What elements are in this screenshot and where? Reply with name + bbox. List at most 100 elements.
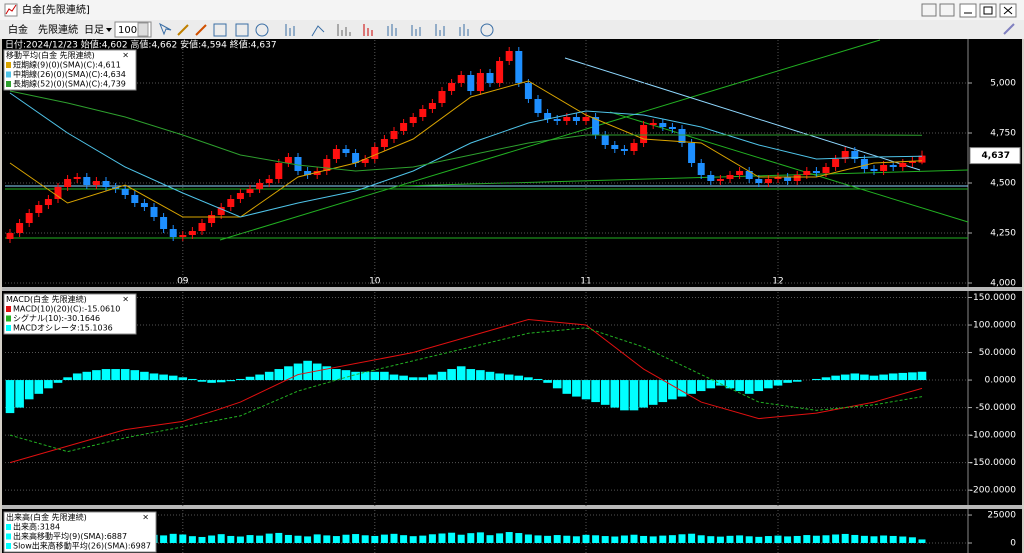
oscillator-bar bbox=[149, 373, 159, 381]
candle-body bbox=[755, 179, 763, 183]
candle-body bbox=[390, 131, 398, 139]
overlay-tool[interactable] bbox=[411, 25, 421, 36]
pencil-tool[interactable] bbox=[195, 24, 207, 36]
volume-bar bbox=[784, 536, 792, 543]
candle-body bbox=[582, 117, 590, 121]
zoom-tool[interactable] bbox=[235, 23, 249, 37]
candle-body bbox=[668, 127, 676, 129]
candle-body bbox=[736, 171, 744, 175]
candle-body bbox=[697, 163, 705, 175]
volume-bar bbox=[457, 534, 465, 543]
y-tick-label: 5,000 bbox=[990, 79, 1016, 89]
candle-body bbox=[150, 207, 158, 217]
volume-bar bbox=[563, 535, 571, 543]
indicator-tool[interactable] bbox=[337, 24, 351, 36]
study-tool[interactable] bbox=[435, 24, 445, 36]
maximize-button[interactable] bbox=[979, 3, 997, 18]
x-tick-label: 10 bbox=[369, 277, 381, 287]
volume-bar bbox=[716, 536, 724, 543]
legend-entry: シグナル(10):-30.1646 bbox=[13, 313, 100, 323]
volume-tool[interactable] bbox=[363, 24, 373, 36]
candle-body bbox=[630, 143, 638, 151]
candle-body bbox=[16, 223, 24, 233]
volume-bar bbox=[544, 535, 552, 543]
link-button[interactable] bbox=[939, 3, 955, 17]
oscillator-bar bbox=[120, 369, 130, 381]
close-glyph bbox=[1003, 6, 1013, 15]
oscillator-bar bbox=[572, 380, 581, 397]
legend-box bbox=[3, 49, 137, 91]
volume-bar bbox=[534, 535, 542, 543]
minimize-button[interactable] bbox=[959, 3, 977, 18]
pin-button[interactable] bbox=[921, 3, 937, 17]
candle-body bbox=[83, 177, 91, 185]
oscillator-bar bbox=[869, 375, 879, 381]
pen-tool[interactable] bbox=[177, 24, 189, 36]
volume-bar bbox=[390, 533, 398, 543]
volume-bar bbox=[428, 534, 436, 543]
volume-bar bbox=[217, 534, 225, 543]
candle-body bbox=[592, 117, 600, 135]
candle-body bbox=[832, 159, 840, 167]
oscillator-bar bbox=[111, 369, 120, 381]
settings-tool[interactable] bbox=[480, 23, 494, 37]
candle-body bbox=[179, 235, 187, 237]
oscillator-bar bbox=[456, 366, 466, 381]
edit-tool[interactable] bbox=[1003, 23, 1015, 35]
candle-body bbox=[246, 189, 254, 193]
oscillator-bar bbox=[485, 371, 495, 381]
oscillator-bar bbox=[783, 380, 792, 383]
legend-box bbox=[3, 293, 137, 335]
period-select[interactable]: 日足 bbox=[84, 24, 104, 36]
oscillator-bar bbox=[610, 380, 620, 408]
symbol-label[interactable]: 白金 bbox=[8, 23, 28, 36]
oscillator-bar bbox=[322, 366, 332, 381]
candle-body bbox=[659, 123, 667, 127]
legend-entry: 中期線(26)(0)(SMA)(C):4,634 bbox=[13, 69, 126, 79]
oscillator-bar bbox=[908, 372, 917, 381]
oscillator-bar bbox=[514, 375, 524, 381]
oscillator-bar bbox=[44, 380, 53, 389]
legend-close: × bbox=[142, 513, 149, 522]
candle-body bbox=[678, 129, 686, 143]
count-value[interactable]: 100 bbox=[118, 25, 137, 36]
candle-body bbox=[44, 199, 52, 205]
candle-body bbox=[140, 203, 148, 207]
oscillator-bar bbox=[581, 380, 591, 400]
indicator-line bbox=[9, 327, 923, 453]
volume-bar bbox=[841, 533, 849, 543]
oscillator-bar bbox=[188, 378, 197, 381]
candle-body bbox=[544, 113, 552, 119]
candle-body bbox=[208, 215, 216, 223]
volume-bar bbox=[486, 535, 494, 543]
chart-type-tool[interactable] bbox=[285, 24, 295, 36]
line-tool[interactable] bbox=[311, 25, 325, 37]
scale-tool[interactable] bbox=[255, 23, 269, 37]
contract-label[interactable]: 先限連続 bbox=[38, 23, 78, 36]
oscillator-bar bbox=[773, 380, 783, 386]
oscillator-bar bbox=[24, 380, 34, 400]
volume-bar bbox=[524, 534, 532, 543]
oscillator-bar bbox=[696, 380, 706, 392]
candle-body bbox=[707, 175, 715, 181]
spin-button[interactable] bbox=[137, 22, 149, 37]
oscillator-bar bbox=[380, 371, 389, 381]
y-tick-label: 100.0000 bbox=[973, 321, 1016, 331]
candle-body bbox=[160, 217, 168, 229]
dropdown-arrow[interactable] bbox=[106, 28, 112, 32]
volume-bar bbox=[256, 535, 264, 543]
oscillator-bar bbox=[735, 380, 744, 392]
candle-body bbox=[774, 177, 782, 179]
layout-tool[interactable] bbox=[459, 24, 469, 36]
compare-tool[interactable] bbox=[387, 24, 397, 36]
candle-body bbox=[764, 179, 772, 183]
legend-title: MACD(白金 先限連続) bbox=[6, 294, 87, 304]
window-title: 白金[先限連続] bbox=[22, 3, 90, 16]
candle-body bbox=[428, 103, 436, 109]
candle-body bbox=[54, 187, 62, 199]
legend-swatch bbox=[6, 71, 11, 78]
cursor-tool[interactable] bbox=[159, 22, 172, 36]
color-tool[interactable] bbox=[213, 23, 227, 37]
candle-body bbox=[294, 157, 302, 171]
